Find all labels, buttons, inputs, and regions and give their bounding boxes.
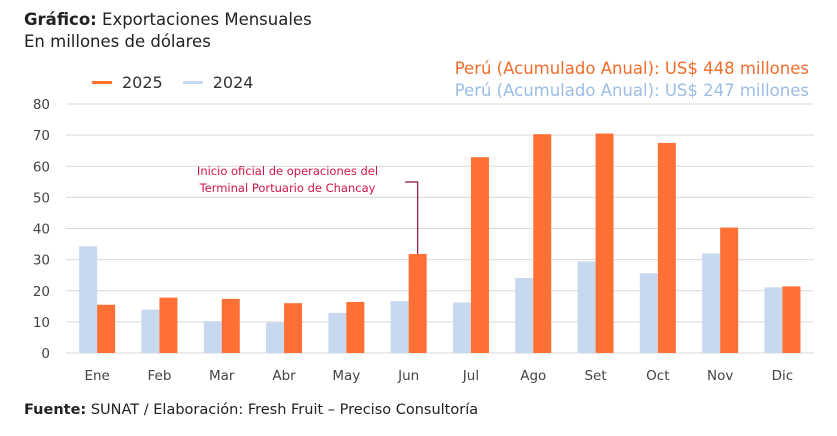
bar-2025-Nov xyxy=(720,227,739,353)
legend-label-2025: 2025 xyxy=(122,73,163,92)
bar-2024-Feb xyxy=(141,309,160,353)
legend-item-2025: 2025 xyxy=(92,73,163,92)
x-tick-label: Ago xyxy=(520,368,546,384)
chart-title: Gráfico: Exportaciones Mensuales En mill… xyxy=(24,9,312,53)
bar-2024-Set xyxy=(577,261,596,353)
x-tick-label: Abr xyxy=(272,368,296,384)
annotation-line-2: Terminal Portuario de Chancay xyxy=(199,181,376,195)
bar-2024-Mar xyxy=(203,321,222,353)
bar-2025-Feb xyxy=(159,297,178,353)
source-label: Fuente: xyxy=(24,402,87,418)
y-tick-label: 20 xyxy=(33,284,50,300)
x-tick-label: Set xyxy=(584,368,606,384)
legend-label-2024: 2024 xyxy=(212,73,254,92)
x-tick-label: Mar xyxy=(209,368,235,384)
bar-2025-May xyxy=(346,301,365,353)
bar-2025-Set xyxy=(595,133,614,353)
x-tick-label: Feb xyxy=(147,368,171,384)
bar-2025-Jul xyxy=(470,157,489,353)
annual-totals: Perú (Acumulado Anual): US$ 448 millones… xyxy=(455,58,809,102)
source-text: SUNAT / Elaboración: Fresh Fruit – Preci… xyxy=(90,402,479,418)
y-tick-label: 0 xyxy=(41,346,50,362)
bar-2024-Abr xyxy=(266,322,285,353)
y-tick-label: 10 xyxy=(33,315,50,331)
legend: 2025 2024 xyxy=(92,73,273,92)
source-note: Fuente: SUNAT / Elaboración: Fresh Fruit… xyxy=(24,402,478,418)
x-tick-label: May xyxy=(332,368,360,384)
annotation-leader-line xyxy=(405,181,419,255)
bar-2024-Nov xyxy=(702,253,721,353)
y-tick-label: 80 xyxy=(33,97,50,113)
y-tick-label: 50 xyxy=(33,190,50,206)
bar-2024-May xyxy=(328,312,347,353)
y-tick-label: 60 xyxy=(33,159,50,175)
x-tick-label: Jul xyxy=(462,368,479,384)
y-tick-label: 40 xyxy=(33,222,50,238)
legend-swatch-2025 xyxy=(92,81,112,84)
total-2025: Perú (Acumulado Anual): US$ 448 millones xyxy=(454,59,809,78)
bar-2025-Ago xyxy=(533,134,552,353)
chancay-annotation: Inicio oficial de operaciones del Termin… xyxy=(180,163,395,197)
x-tick-label: Jun xyxy=(397,368,419,384)
bar-2025-Ene xyxy=(97,304,116,353)
subtitle: En millones de dólares xyxy=(24,32,211,51)
annotation-line-1: Inicio oficial de operaciones del xyxy=(196,164,379,178)
bar-2024-Ene xyxy=(79,246,98,353)
x-tick-label: Oct xyxy=(646,368,669,384)
bar-2024-Jul xyxy=(452,302,471,353)
legend-item-2024: 2024 xyxy=(182,73,254,92)
bar-2024-Jun xyxy=(390,301,409,353)
title-label: Gráfico: xyxy=(24,10,97,29)
title-text: Exportaciones Mensuales xyxy=(102,10,312,29)
y-tick-label: 70 xyxy=(33,128,50,144)
legend-swatch-2024 xyxy=(182,81,203,84)
bar-2025-Dic xyxy=(782,286,801,353)
bar-2024-Ago xyxy=(515,277,534,353)
bar-2025-Abr xyxy=(284,303,303,353)
bar-2025-Oct xyxy=(657,142,676,353)
total-2024: Perú (Acumulado Anual): US$ 247 millones xyxy=(454,81,809,100)
x-tick-label: Dic xyxy=(772,368,794,384)
y-tick-label: 30 xyxy=(33,253,50,269)
bar-2024-Oct xyxy=(639,273,658,353)
bar-2024-Dic xyxy=(764,287,783,353)
x-tick-label: Nov xyxy=(707,368,733,384)
bar-2025-Mar xyxy=(221,298,240,353)
bar-2025-Jun xyxy=(408,254,427,353)
x-tick-label: Ene xyxy=(84,368,109,384)
